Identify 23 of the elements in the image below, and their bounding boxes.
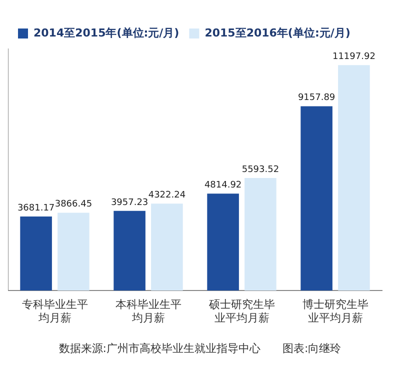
data-label: 9157.89 (298, 93, 336, 104)
legend-label: 2014至2015年(单位:元/月) (34, 26, 180, 40)
bar (300, 106, 332, 291)
x-tick-label: 博士研究生毕业平均月薪 (302, 298, 368, 324)
bar (207, 194, 239, 291)
bar (338, 65, 370, 291)
source-note: 数据来源:广州市高校毕业生就业指导中心 图表:向继玲 (58, 341, 342, 356)
data-label: 5593.52 (242, 164, 280, 175)
data-label: 4322.24 (148, 190, 186, 200)
data-label: 3866.45 (54, 200, 92, 210)
bar (20, 216, 52, 291)
bar (114, 210, 146, 291)
x-tick-label: 本科毕业生平均月薪 (115, 298, 182, 324)
bar (244, 178, 276, 291)
data-label: 4814.92 (204, 180, 242, 191)
data-label: 3957.23 (110, 198, 148, 208)
bar (151, 204, 183, 291)
x-tick-label: 专科毕业生平均月薪 (22, 298, 88, 324)
bar (58, 212, 90, 291)
data-label: 3681.17 (17, 203, 55, 214)
x-tick-label: 硕士研究生毕业平均月薪 (208, 298, 275, 324)
data-label: 11197.92 (332, 52, 376, 62)
legend-label: 2015至2016年(单位:元/月) (204, 26, 350, 40)
